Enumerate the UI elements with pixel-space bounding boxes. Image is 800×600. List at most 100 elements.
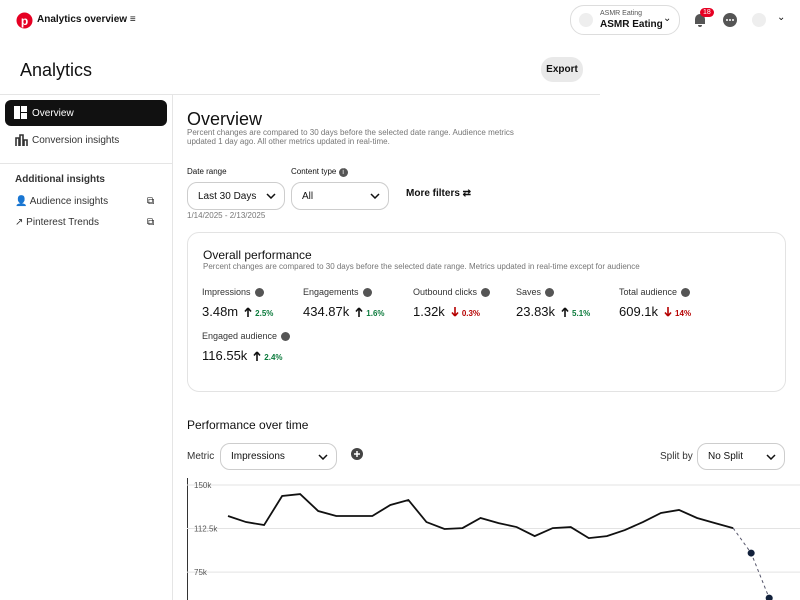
metric-change-text: 0.3%	[461, 309, 481, 319]
more-filters[interactable]: More filters ⇄	[406, 188, 472, 199]
metric-label-text: Outbound clicks	[413, 287, 478, 297]
account-avatar	[579, 13, 593, 27]
dropdown-value: Last 30 Days	[198, 190, 257, 202]
notification-badge: 18	[700, 8, 714, 17]
date-text: 1/14/2025 - 2/13/2025	[187, 211, 266, 220]
info-icon[interactable]	[362, 288, 372, 298]
profile-avatar[interactable]	[752, 13, 766, 27]
y-tick-label: 112.5k	[194, 525, 218, 534]
info-icon[interactable]: i	[338, 168, 348, 177]
metric-label-text: Total audience	[619, 287, 678, 297]
info-icon[interactable]	[545, 288, 555, 298]
metric-change: 14%	[664, 307, 691, 318]
arrow-up	[561, 307, 569, 318]
metric-change: 2.5%	[244, 307, 274, 319]
metric-value: 116.55k	[202, 348, 248, 364]
field-label: Content type i	[291, 167, 348, 177]
metric-value: 609.1k	[619, 304, 659, 320]
external-icon: ⧉	[147, 217, 155, 228]
section-note: Percent changes are compared to 30 days …	[187, 128, 514, 146]
chevron	[370, 193, 380, 199]
metric-value: 3.48m	[202, 304, 239, 320]
metric-value: 434.87k	[303, 304, 350, 320]
nav-label: Overview	[32, 108, 74, 119]
info-icon[interactable]	[281, 332, 291, 342]
svg-text:p: p	[21, 14, 28, 28]
metric-label-text: Impressions	[202, 287, 251, 297]
arrow-up	[253, 351, 261, 362]
metric-change-text: 1.6%	[366, 309, 385, 319]
nav-link[interactable]: ↗ Pinterest Trends	[15, 217, 99, 228]
nav-item-selected[interactable]: Overview	[5, 100, 167, 126]
metric: Impressions 3.48m 2.5%	[202, 287, 273, 321]
line-chart: 150k 112.5k 75k	[187, 478, 800, 600]
nav-item[interactable]: Conversion insights	[32, 135, 120, 146]
arrow	[664, 307, 672, 317]
logo[interactable]: p	[16, 12, 33, 29]
performance-card: Overall performance Percent changes are …	[187, 232, 786, 392]
add-metric-button[interactable]	[351, 448, 363, 460]
card-note: Percent changes are compared to 30 days …	[203, 262, 640, 271]
y-tick-label: 150k	[194, 481, 212, 490]
arrow	[355, 307, 363, 318]
metric-change-text: 5.1%	[572, 309, 591, 319]
metric: Saves 23.83k 5.1%	[516, 287, 590, 321]
metric-row: 609.1k 14%	[619, 303, 691, 321]
account-switcher[interactable]: ASMR Eating ASMR Eating ⌄	[570, 5, 680, 35]
metric: Engaged audience 116.55k 2.4%	[202, 331, 291, 365]
metric-label-text: Engaged audience	[202, 331, 278, 341]
series-line	[732, 527, 770, 599]
split-dropdown[interactable]: No Split	[697, 443, 785, 470]
metric-change-text: 2.4%	[264, 353, 283, 363]
nav-link[interactable]: 👤 Audience insights	[15, 196, 109, 207]
conversion-icon	[15, 134, 28, 146]
messages-icon[interactable]	[722, 12, 738, 28]
info-icon[interactable]	[481, 288, 491, 298]
content-type-dropdown[interactable]: All	[291, 182, 389, 210]
date-range-dropdown[interactable]: Last 30 Days	[187, 182, 285, 210]
arrow-up	[355, 307, 363, 318]
more-filters-text: More filters	[406, 188, 460, 199]
arrow-up	[244, 307, 252, 318]
metric-label: Engagements	[303, 287, 385, 298]
arrow	[451, 307, 459, 317]
profile-chevron[interactable]: ⌄	[777, 12, 786, 23]
chevron	[266, 193, 276, 199]
sidebar-divider	[172, 95, 173, 600]
arrow	[244, 307, 252, 318]
field-label: Metric	[187, 451, 215, 462]
page-title: Analytics	[20, 60, 93, 80]
arrow	[561, 307, 569, 318]
metric: Outbound clicks 1.32k 0.3%	[413, 287, 491, 321]
metric-change-text: 2.5%	[255, 309, 274, 319]
info-icon[interactable]	[681, 288, 691, 298]
info-icon[interactable]	[254, 288, 264, 298]
metric-row: 3.48m 2.5%	[202, 303, 273, 321]
nav-link-text: Audience insights	[29, 196, 109, 207]
chevron	[318, 453, 328, 460]
metric-value: 23.83k	[516, 304, 556, 320]
metric-label: Engaged audience	[202, 331, 291, 342]
export-button[interactable]: Export	[541, 57, 583, 82]
metric-row: 116.55k 2.4%	[202, 347, 290, 365]
metric-row: 1.32k 0.3%	[413, 303, 490, 321]
arrow-down	[451, 307, 459, 317]
metric-dropdown[interactable]: Impressions	[220, 443, 337, 470]
field-label-text: Content type	[291, 167, 337, 176]
metric-change: 2.4%	[253, 351, 283, 363]
notifications-icon[interactable]	[692, 11, 708, 29]
app-title[interactable]: Analytics overview ≡	[37, 14, 136, 25]
section-title: Additional insights	[15, 174, 105, 185]
account-name: ASMR Eating	[600, 19, 663, 30]
metric-change: 1.6%	[355, 307, 385, 319]
card-title: Overall performance	[203, 248, 312, 262]
metric-label-text: Engagements	[303, 287, 359, 297]
metric-row: 434.87k 1.6%	[303, 303, 385, 321]
section-heading: Performance over time	[187, 418, 309, 432]
dropdown-value: No Split	[708, 451, 744, 462]
series-line	[227, 493, 734, 540]
arrow	[253, 351, 261, 362]
section-heading: Overview	[187, 109, 263, 129]
metric-label-text: Saves	[516, 287, 542, 297]
field-label: Split by	[660, 451, 693, 462]
